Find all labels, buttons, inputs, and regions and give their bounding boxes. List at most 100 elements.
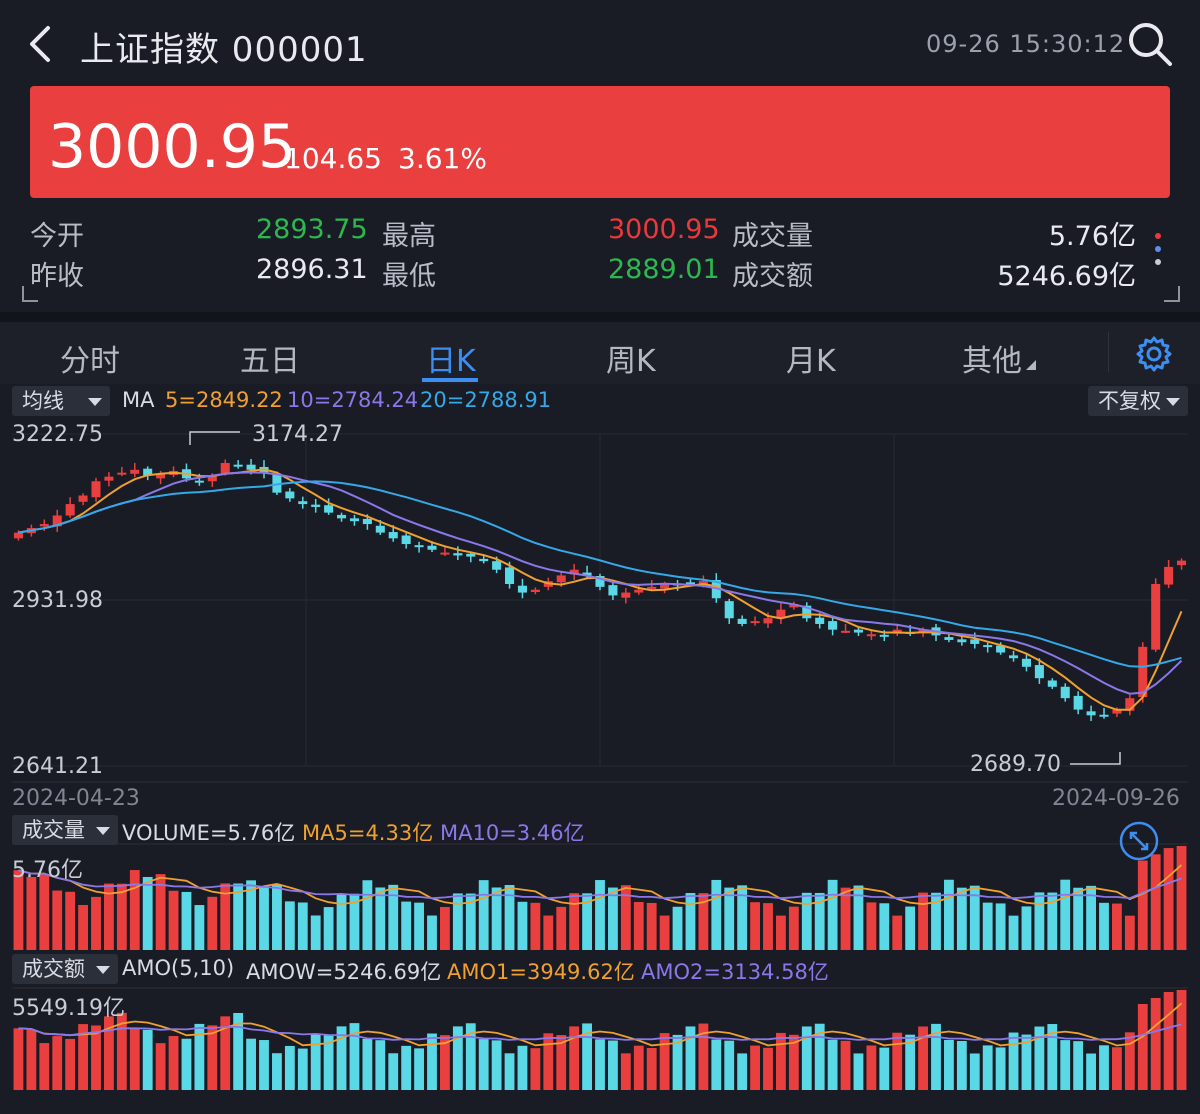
volume-bar xyxy=(801,892,812,950)
tab-five-day[interactable]: 五日 xyxy=(240,344,300,379)
amount-bar xyxy=(427,1033,437,1090)
candle-body xyxy=(479,558,489,562)
volume-bar xyxy=(104,883,114,950)
volume-bar xyxy=(530,902,541,950)
candle-body xyxy=(556,575,566,583)
amount-bar xyxy=(414,1048,424,1090)
candle-body xyxy=(220,462,230,474)
tab-intraday[interactable]: 分时 xyxy=(60,344,120,379)
candle-body xyxy=(944,637,954,640)
volume-bar xyxy=(259,887,269,950)
tab-daily-k[interactable]: 日K xyxy=(426,344,476,379)
volume-bar xyxy=(608,887,618,950)
candle-body xyxy=(517,585,527,593)
open-value: 2893.75 xyxy=(256,214,368,245)
ma10-value: 10=2784.24 xyxy=(287,388,419,412)
date-start: 2024-04-23 xyxy=(12,786,140,811)
candle-body xyxy=(207,475,217,482)
candle-body xyxy=(647,586,657,589)
candle-body xyxy=(789,603,799,608)
peak-label: 3174.27 xyxy=(252,422,343,447)
amount-indicator-select[interactable]: 成交额 xyxy=(12,954,118,984)
expand-arrows-icon[interactable] xyxy=(1118,820,1160,862)
tab-other[interactable]: 其他 xyxy=(962,344,1022,379)
tab-weekly-k[interactable]: 周K xyxy=(606,344,656,379)
candle-body xyxy=(530,589,540,592)
volume-bar xyxy=(388,884,399,950)
amount-bar xyxy=(633,1045,644,1090)
adjust-select[interactable]: 不复权 xyxy=(1088,386,1188,416)
volume-bar xyxy=(168,890,179,950)
volume-bar xyxy=(1021,906,1032,950)
trough-label: 2689.70 xyxy=(970,752,1061,777)
volume-bar xyxy=(1060,879,1071,950)
tab-monthly-k[interactable]: 月K xyxy=(786,344,836,379)
amount-bar xyxy=(931,1023,941,1090)
amount-ma10-line xyxy=(18,1023,1182,1041)
volume-bar xyxy=(569,893,580,950)
candle-body xyxy=(440,552,450,555)
volume-indicator-select[interactable]: 成交量 xyxy=(12,815,118,845)
amount-bar xyxy=(866,1045,877,1090)
candle-body xyxy=(233,464,243,467)
amount-bar xyxy=(672,1034,683,1090)
volume-bar xyxy=(91,896,101,950)
volume-bar xyxy=(582,893,592,950)
candle-body xyxy=(13,532,23,539)
amount-bar xyxy=(142,1029,153,1090)
candle-body xyxy=(595,576,605,587)
candle-body xyxy=(983,645,993,648)
volume-bar xyxy=(246,880,256,950)
gear-icon[interactable] xyxy=(1134,334,1174,374)
amow-value: AMOW=5246.69亿 xyxy=(246,960,442,984)
candle-body xyxy=(1073,695,1083,710)
indicator-select[interactable]: 均线 xyxy=(12,386,110,416)
candle-body xyxy=(1099,714,1109,717)
volume-ma10: MA10=3.46亿 xyxy=(440,821,585,845)
volume-bar xyxy=(776,915,786,950)
candle-body xyxy=(39,524,49,527)
amount-bar xyxy=(711,1039,722,1090)
current-price: 3000.95 xyxy=(48,112,297,182)
back-chevron-icon[interactable] xyxy=(22,22,62,66)
volume-bar xyxy=(556,906,567,950)
volume-bar xyxy=(866,902,877,950)
period-tabs xyxy=(0,322,1200,384)
ma10-line xyxy=(18,471,1183,695)
volume-bar xyxy=(827,879,838,950)
volume-bar xyxy=(918,892,928,950)
volume-bar xyxy=(465,893,476,950)
amount-bar xyxy=(982,1045,993,1090)
amount-bar xyxy=(530,1048,541,1090)
volume-bar xyxy=(116,883,127,950)
amount-bar xyxy=(853,1053,864,1090)
volume-bar xyxy=(1176,846,1187,950)
ma20-line xyxy=(18,480,1182,668)
amount-bar xyxy=(582,1023,592,1090)
amount-bar xyxy=(168,1036,179,1090)
amount-bar xyxy=(194,1023,205,1090)
candle-body xyxy=(65,504,75,516)
amount-bar xyxy=(1060,1040,1071,1090)
chevron-down-icon xyxy=(96,827,110,835)
volume-bar xyxy=(788,906,799,950)
volume-bar xyxy=(853,885,864,950)
amount-bar xyxy=(1034,1026,1045,1090)
candle-body xyxy=(996,645,1006,653)
volume-bar xyxy=(750,902,760,950)
amount-bar xyxy=(763,1047,773,1090)
search-icon[interactable] xyxy=(1124,18,1176,70)
volume-bar xyxy=(633,901,644,950)
candle-body xyxy=(362,518,372,525)
candle-body xyxy=(1086,711,1096,716)
ma5-value: 5=2849.22 xyxy=(165,388,283,412)
candle-body xyxy=(750,621,760,624)
amount-bar xyxy=(1021,1034,1032,1090)
volume-bar xyxy=(814,892,825,950)
page-title: 上证指数 000001 xyxy=(80,30,368,70)
more-dots-icon[interactable] xyxy=(1148,228,1168,274)
candle-body xyxy=(970,639,980,644)
candle-body xyxy=(1164,566,1174,585)
amount-bar xyxy=(336,1026,347,1090)
